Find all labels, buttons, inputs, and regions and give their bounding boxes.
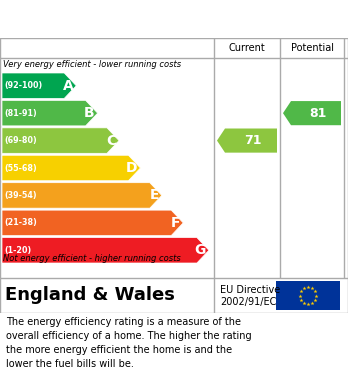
Text: (92-100): (92-100) [4,81,42,90]
Polygon shape [2,183,162,208]
Text: F: F [171,216,180,230]
Text: A: A [62,79,73,93]
Text: D: D [126,161,137,175]
Text: 81: 81 [309,107,327,120]
Text: Energy Efficiency Rating: Energy Efficiency Rating [69,7,279,23]
Bar [276,281,340,310]
Text: Potential: Potential [291,43,333,53]
Polygon shape [2,238,209,263]
Text: The energy efficiency rating is a measure of the
overall efficiency of a home. T: The energy efficiency rating is a measur… [6,317,252,369]
Text: G: G [195,243,206,257]
Polygon shape [2,210,183,235]
Text: B: B [84,106,95,120]
Text: (21-38): (21-38) [4,218,37,227]
Text: England & Wales: England & Wales [5,287,175,305]
Polygon shape [283,101,341,125]
Text: (81-91): (81-91) [4,109,37,118]
Polygon shape [2,73,76,99]
Text: (1-20): (1-20) [4,246,31,255]
Text: 71: 71 [244,134,262,147]
Text: Very energy efficient - lower running costs: Very energy efficient - lower running co… [3,60,181,69]
Polygon shape [217,129,277,152]
Text: Current: Current [229,43,266,53]
Polygon shape [2,155,140,181]
Text: (39-54): (39-54) [4,191,37,200]
Text: EU Directive: EU Directive [220,285,280,295]
Text: C: C [106,134,116,147]
Polygon shape [2,128,119,153]
Text: (69-80): (69-80) [4,136,37,145]
Text: Not energy efficient - higher running costs: Not energy efficient - higher running co… [3,254,181,263]
Polygon shape [2,100,97,126]
Text: (55-68): (55-68) [4,163,37,172]
Text: 2002/91/EC: 2002/91/EC [220,298,276,307]
Text: E: E [149,188,159,203]
